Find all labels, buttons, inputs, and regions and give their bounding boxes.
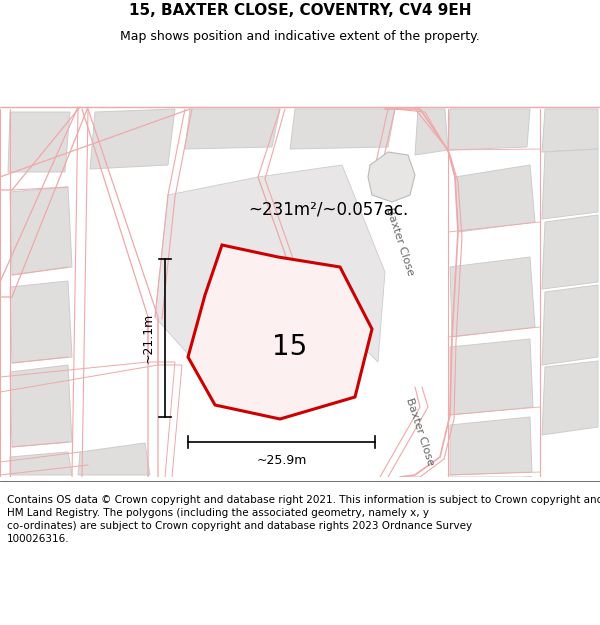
Polygon shape — [8, 112, 70, 172]
Text: 15: 15 — [272, 333, 308, 361]
Polygon shape — [448, 109, 530, 150]
Text: Baxter Close: Baxter Close — [385, 207, 416, 278]
Polygon shape — [10, 452, 72, 475]
Polygon shape — [10, 365, 72, 447]
Polygon shape — [185, 109, 280, 149]
Polygon shape — [10, 187, 72, 275]
Polygon shape — [155, 177, 295, 362]
Polygon shape — [415, 109, 448, 155]
Text: 15, BAXTER CLOSE, COVENTRY, CV4 9EH: 15, BAXTER CLOSE, COVENTRY, CV4 9EH — [129, 3, 471, 18]
Polygon shape — [450, 339, 533, 415]
Polygon shape — [188, 245, 372, 419]
Polygon shape — [455, 165, 535, 232]
Polygon shape — [368, 152, 415, 202]
Text: ~21.1m: ~21.1m — [142, 313, 155, 363]
Text: Baxter Close: Baxter Close — [404, 397, 436, 468]
Polygon shape — [450, 257, 535, 337]
Polygon shape — [290, 109, 395, 149]
Polygon shape — [542, 285, 598, 365]
Polygon shape — [10, 281, 72, 363]
Text: Map shows position and indicative extent of the property.: Map shows position and indicative extent… — [120, 30, 480, 43]
Polygon shape — [542, 149, 598, 219]
Polygon shape — [542, 109, 598, 152]
Polygon shape — [450, 417, 532, 475]
Polygon shape — [542, 215, 598, 289]
Polygon shape — [450, 477, 532, 482]
Text: Contains OS data © Crown copyright and database right 2021. This information is : Contains OS data © Crown copyright and d… — [7, 495, 600, 544]
Text: ~231m²/~0.057ac.: ~231m²/~0.057ac. — [248, 200, 408, 218]
Polygon shape — [258, 165, 385, 362]
Polygon shape — [90, 109, 175, 169]
Text: ~25.9m: ~25.9m — [256, 454, 307, 467]
Polygon shape — [542, 361, 598, 435]
Polygon shape — [78, 443, 150, 475]
